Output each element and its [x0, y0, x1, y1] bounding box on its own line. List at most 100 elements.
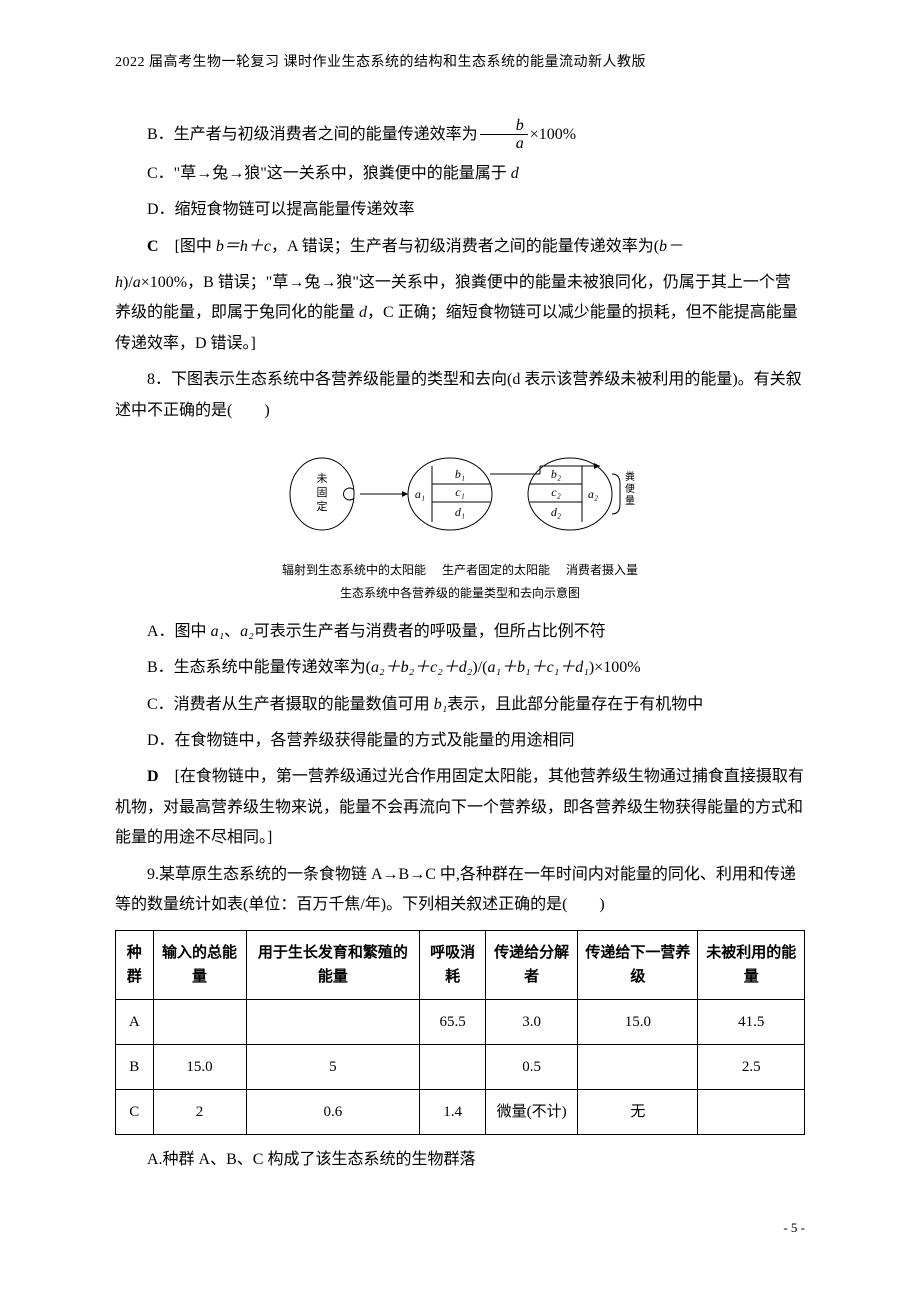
q7-optb-suf: ×100%	[530, 125, 576, 142]
svg-text:量: 量	[625, 495, 635, 507]
q8-ans-body: [在食物链中，第一营养级通过光合作用固定太阳能，其他营养级生物通过捕食直接摄取有…	[115, 768, 804, 846]
text: 表示，且此部分能量存在于有机物中	[447, 696, 703, 713]
q7-ans-label: C	[147, 238, 159, 255]
cell: 41.5	[698, 1000, 805, 1045]
q8-stem: 8．下图表示生态系统中各营养级能量的类型和去向(d 表示该营养级未被利用的能量)…	[115, 365, 805, 426]
svg-text:a₁: a₁	[415, 487, 425, 501]
text: A．图中	[147, 623, 207, 640]
cell: C	[116, 1090, 154, 1135]
cell	[246, 1000, 420, 1045]
th-unused: 未被利用的能量	[698, 931, 805, 1000]
q7-optc-pre: C．"草→兔→狼"这一关系中，狼粪便中的能量属于	[147, 165, 507, 182]
text: B．生态系统中能量传递效率为(	[147, 659, 371, 676]
cell: 微量(不计)	[485, 1090, 577, 1135]
q8-option-a: A．图中 a₁、a₂可表示生产者与消费者的呼吸量，但所占比例不符	[115, 617, 805, 647]
table-header-row: 种群 输入的总能量 用于生长发育和繁殖的能量 呼吸消耗 传递给分解者 传递给下一…	[116, 931, 805, 1000]
th-next: 传递给下一营养级	[578, 931, 698, 1000]
svg-text:d₂: d₂	[551, 505, 561, 519]
cell: 0.5	[485, 1045, 577, 1090]
q9-stem: 9.某草原生态系统的一条食物链 A→B→C 中,各种群在一年时间内对能量的同化、…	[115, 860, 805, 921]
q8-answer: D [在食物链中，第一营养级通过光合作用固定太阳能，其他营养级生物通过捕食直接摄…	[115, 762, 805, 853]
diagram-subcaption: 生态系统中各营养级的能量类型和去向示意图	[115, 582, 805, 605]
var: h	[115, 274, 123, 291]
cell: 0.6	[246, 1090, 420, 1135]
cell: 5	[246, 1045, 420, 1090]
cell: B	[116, 1045, 154, 1090]
q8-diagram: 未 固 定 a₁ b₁ c₁ d₁ a₂	[115, 444, 805, 605]
cap1: 辐射到生态系统中的太阳能	[282, 559, 426, 582]
var: b－	[659, 238, 683, 255]
var: b＝h＋c	[212, 238, 271, 255]
q7-option-b: B．生产者与初级消费者之间的能量传递效率为ba×100%	[115, 117, 805, 153]
svg-text:定: 定	[317, 499, 328, 513]
q7-option-c: C．"草→兔→狼"这一关系中，狼粪便中的能量属于 d	[115, 159, 805, 189]
page-header: 2022 届高考生物一轮复习 课时作业生态系统的结构和生态系统的能量流动新人教版	[115, 50, 805, 77]
q9-data-table: 种群 输入的总能量 用于生长发育和繁殖的能量 呼吸消耗 传递给分解者 传递给下一…	[115, 930, 805, 1135]
q8-option-d: D．在食物链中，各营养级获得能量的方式及能量的用途相同	[115, 726, 805, 756]
svg-text:b₂: b₂	[551, 467, 561, 481]
var-d: d	[507, 165, 519, 182]
svg-text:c₂: c₂	[551, 485, 561, 499]
svg-text:b₁: b₁	[455, 467, 465, 481]
cell	[420, 1045, 486, 1090]
text: ，A 错误；生产者与初级消费者之间的能量传递效率为(	[271, 238, 659, 255]
svg-text:固: 固	[317, 486, 328, 499]
var: a₁	[207, 623, 225, 640]
svg-text:d₁: d₁	[455, 505, 465, 519]
diagram-caption-row: 辐射到生态系统中的太阳能生产者固定的太阳能消费者摄入量	[115, 559, 805, 582]
cap3: 消费者摄入量	[566, 559, 638, 582]
var: d	[355, 304, 367, 321]
cell: 15.0	[153, 1045, 246, 1090]
th-decomp: 传递给分解者	[485, 931, 577, 1000]
text: )×100%	[589, 659, 641, 676]
text: 、	[224, 623, 240, 640]
table-row: C 2 0.6 1.4 微量(不计) 无	[116, 1090, 805, 1135]
svg-text:a₂: a₂	[588, 487, 598, 501]
var: a₂	[240, 623, 254, 640]
page-number: - 5 -	[115, 1216, 805, 1241]
cell: 2.5	[698, 1045, 805, 1090]
cell: 1.4	[420, 1090, 486, 1135]
cell: 3.0	[485, 1000, 577, 1045]
cell	[153, 1000, 246, 1045]
cell: 2	[153, 1090, 246, 1135]
svg-text:c₁: c₁	[455, 485, 465, 499]
table-row: B 15.0 5 0.5 2.5	[116, 1045, 805, 1090]
frac-den: a	[480, 135, 528, 153]
fraction: ba	[480, 117, 528, 153]
cell: 无	[578, 1090, 698, 1135]
text: )/	[123, 274, 133, 291]
cell: A	[116, 1000, 154, 1045]
cell	[578, 1045, 698, 1090]
cell	[698, 1090, 805, 1135]
cell: 15.0	[578, 1000, 698, 1045]
var: a	[133, 274, 141, 291]
text: )/(	[472, 659, 487, 676]
table-row: A 65.5 3.0 15.0 41.5	[116, 1000, 805, 1045]
text: [图中	[159, 238, 212, 255]
q8-ans-label: D	[147, 768, 159, 785]
svg-text:便: 便	[625, 482, 635, 495]
sun-label: 未	[317, 472, 328, 485]
q8-option-c: C．消费者从生产者摄取的能量数值可用 b₁表示，且此部分能量存在于有机物中	[115, 690, 805, 720]
var: b₁	[430, 696, 448, 713]
th-species: 种群	[116, 931, 154, 1000]
q7-answer-cont: h)/a×100%，B 错误；"草→兔→狼"这一关系中，狼粪便中的能量未被狼同化…	[115, 268, 805, 359]
var: a₁＋b₁＋c₁＋d₁	[487, 659, 588, 676]
cell: 65.5	[420, 1000, 486, 1045]
cap2: 生产者固定的太阳能	[442, 559, 550, 582]
svg-text:粪: 粪	[625, 470, 635, 483]
th-growth: 用于生长发育和繁殖的能量	[246, 931, 420, 1000]
q7-option-d: D．缩短食物链可以提高能量传递效率	[115, 195, 805, 225]
q7-answer: C [图中 b＝h＋c，A 错误；生产者与初级消费者之间的能量传递效率为(b－	[115, 232, 805, 262]
text: 可表示生产者与消费者的呼吸量，但所占比例不符	[254, 623, 606, 640]
th-input: 输入的总能量	[153, 931, 246, 1000]
table-body: A 65.5 3.0 15.0 41.5 B 15.0 5 0.5 2.5 C …	[116, 1000, 805, 1135]
q7-optb-pre: B．生产者与初级消费者之间的能量传递效率为	[147, 125, 478, 142]
energy-flow-diagram: 未 固 定 a₁ b₁ c₁ d₁ a₂	[280, 444, 640, 544]
var: a₂＋b₂＋c₂＋d₂	[371, 659, 472, 676]
frac-num: b	[480, 117, 528, 136]
th-resp: 呼吸消耗	[420, 931, 486, 1000]
text: C．消费者从生产者摄取的能量数值可用	[147, 696, 430, 713]
q9-option-a: A.种群 A、B、C 构成了该生态系统的生物群落	[115, 1145, 805, 1175]
